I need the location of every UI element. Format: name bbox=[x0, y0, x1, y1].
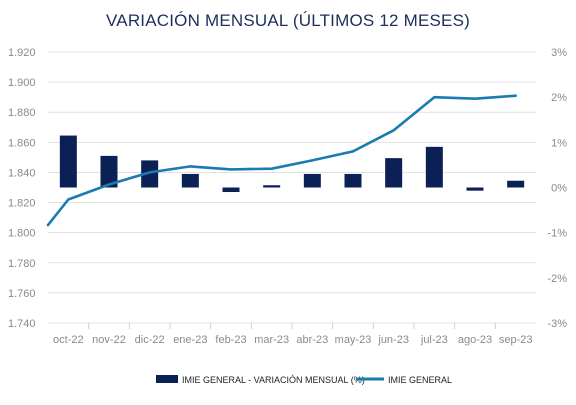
legend-bar-label: IMIE GENERAL - VARIACIÓN MENSUAL (%) bbox=[182, 375, 365, 385]
x-tick-label: oct-22 bbox=[53, 334, 84, 346]
bar bbox=[303, 173, 321, 188]
line-point bbox=[270, 167, 273, 170]
line-point bbox=[107, 183, 111, 186]
x-tick-label: nov-22 bbox=[92, 334, 126, 346]
y-right-tick-label: 1% bbox=[551, 137, 567, 149]
bar bbox=[181, 173, 199, 188]
line-point bbox=[514, 94, 517, 97]
x-axis: oct-22 nov-22 dic-22 ene-23 feb-23 mar-23 abr-… bbox=[53, 323, 532, 346]
line-point bbox=[148, 171, 151, 174]
y-left-tick-label: 1.880 bbox=[8, 107, 36, 119]
y-left-tick-label: 1.820 bbox=[8, 198, 36, 210]
bar bbox=[344, 173, 362, 188]
gridlines bbox=[48, 51, 536, 324]
y-right-tick-label: 0% bbox=[551, 183, 567, 195]
y-right-tick-label: 3% bbox=[551, 47, 567, 59]
line-point bbox=[392, 129, 395, 132]
x-tick-label: ene-23 bbox=[173, 334, 207, 346]
chart-title: VARIACIÓN MENSUAL (ÚLTIMOS 12 MESES) bbox=[106, 11, 470, 30]
line-series bbox=[46, 94, 517, 227]
x-tick-label: feb-23 bbox=[215, 334, 246, 346]
line-point bbox=[433, 95, 436, 99]
line-point bbox=[229, 168, 233, 171]
y-left-tick-label: 1.740 bbox=[8, 318, 36, 330]
bar bbox=[507, 180, 525, 188]
bar bbox=[425, 146, 443, 188]
x-tick-label: jun-23 bbox=[377, 334, 409, 346]
x-tick-label: abr-23 bbox=[296, 334, 328, 346]
x-tick-label: may-23 bbox=[335, 334, 372, 346]
bar bbox=[100, 155, 118, 188]
bar bbox=[59, 135, 77, 188]
y-left-tick-label: 1.800 bbox=[8, 228, 36, 240]
y-axis-right: -3% -2% -1% 0% 1% 2% 3% bbox=[547, 47, 567, 330]
line-point bbox=[473, 97, 477, 100]
y-axis-left: 1.740 1.760 1.780 1.800 1.820 1.840 1.860 1.880… bbox=[8, 47, 36, 330]
bar bbox=[385, 158, 403, 188]
y-right-tick-label: -1% bbox=[547, 228, 567, 240]
y-left-tick-label: 1.780 bbox=[8, 258, 36, 270]
legend-bar-swatch bbox=[156, 375, 178, 383]
x-tick-label: dic-22 bbox=[135, 334, 165, 346]
series-line bbox=[46, 94, 517, 227]
y-left-tick-label: 1.900 bbox=[8, 77, 36, 89]
bar bbox=[263, 185, 281, 188]
bar bbox=[466, 187, 484, 191]
bar-series bbox=[59, 135, 525, 193]
line-point bbox=[67, 198, 70, 201]
y-left-tick-label: 1.860 bbox=[8, 137, 36, 149]
x-tick-label: sep-23 bbox=[499, 334, 533, 346]
x-tick-label: jul-23 bbox=[420, 334, 448, 346]
line-point bbox=[189, 165, 192, 168]
y-right-tick-label: -3% bbox=[547, 318, 567, 330]
x-tick-label: ago-23 bbox=[458, 334, 492, 346]
legend: IMIE GENERAL - VARIACIÓN MENSUAL (%) IMI… bbox=[156, 375, 452, 385]
y-left-tick-label: 1.920 bbox=[8, 47, 36, 59]
y-left-tick-label: 1.840 bbox=[8, 167, 36, 179]
y-left-tick-label: 1.760 bbox=[8, 288, 36, 300]
line-point bbox=[311, 159, 314, 162]
bar bbox=[222, 187, 240, 193]
y-right-tick-label: 2% bbox=[551, 92, 567, 104]
x-tick-label: mar-23 bbox=[254, 334, 289, 346]
legend-line-label: IMIE GENERAL bbox=[388, 375, 452, 385]
bar bbox=[141, 160, 159, 188]
line-point bbox=[351, 150, 355, 153]
y-right-tick-label: -2% bbox=[547, 273, 567, 285]
